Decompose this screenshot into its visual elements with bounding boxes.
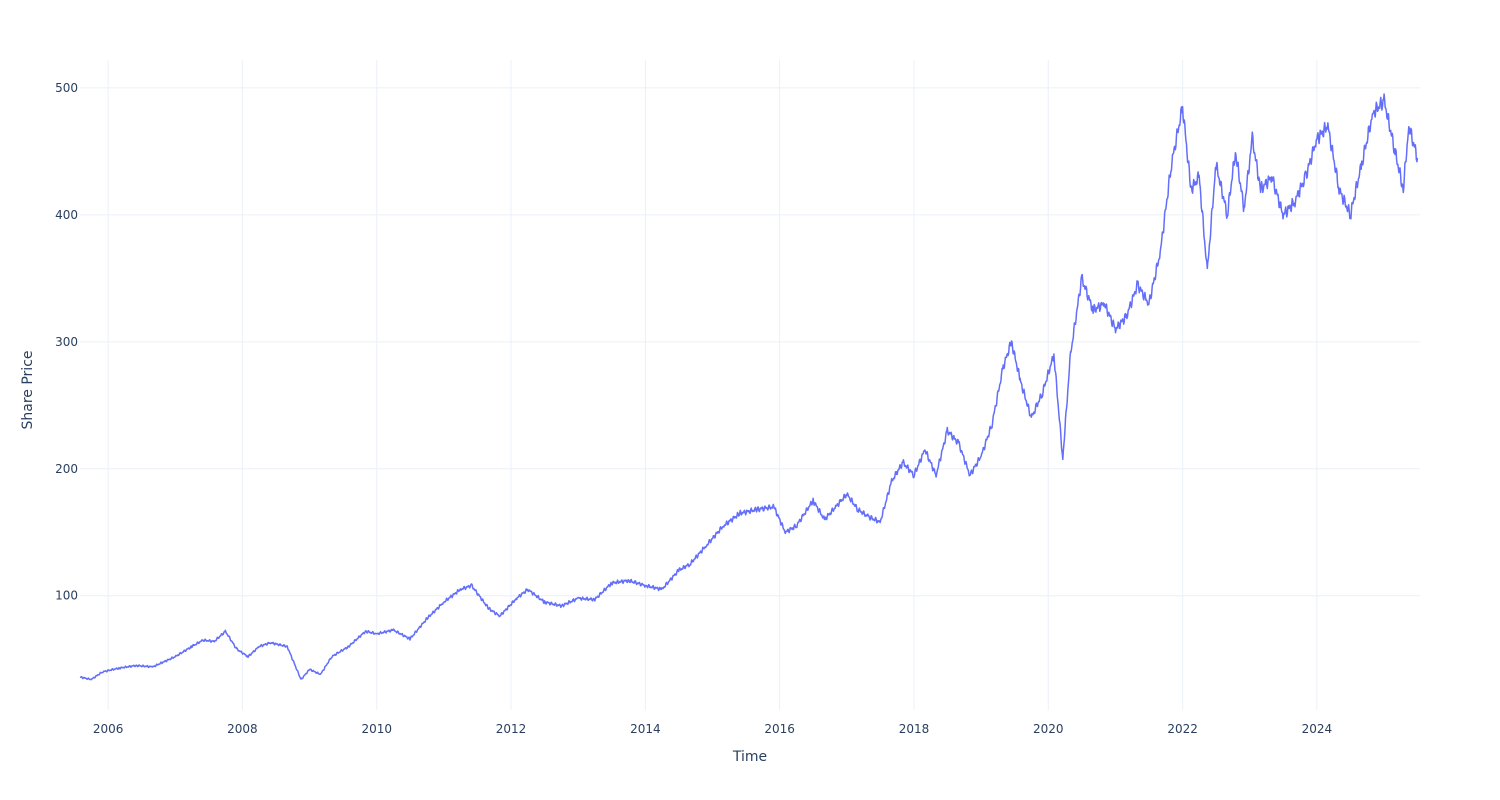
x-tick-label: 2006 <box>93 722 124 736</box>
x-tick-label: 2020 <box>1033 722 1064 736</box>
y-tick-labels: 100 200 300 400 500 <box>55 81 78 603</box>
x-tick-label: 2010 <box>361 722 392 736</box>
y-tick-label: 300 <box>55 335 78 349</box>
y-tick-label: 500 <box>55 81 78 95</box>
y-tick-label: 200 <box>55 462 78 476</box>
x-tick-label: 2022 <box>1167 722 1198 736</box>
x-tick-label: 2008 <box>227 722 258 736</box>
y-axis-title: Share Price <box>20 350 36 429</box>
share-price-line <box>79 93 1419 681</box>
y-gridlines <box>80 87 1420 597</box>
x-tick-label: 2024 <box>1302 722 1333 736</box>
y-tick-label: 400 <box>55 208 78 222</box>
y-tick-label: 100 <box>55 589 78 603</box>
x-tick-label: 2018 <box>899 722 930 736</box>
x-tick-label: 2012 <box>496 722 527 736</box>
x-gridlines <box>107 60 1318 710</box>
x-tick-label: 2014 <box>630 722 661 736</box>
x-tick-labels: 2006 2008 2010 2012 2014 2016 2018 2020 2022 2024 <box>93 722 1332 736</box>
x-tick-label: 2016 <box>764 722 795 736</box>
x-axis-title: Time <box>732 749 767 765</box>
